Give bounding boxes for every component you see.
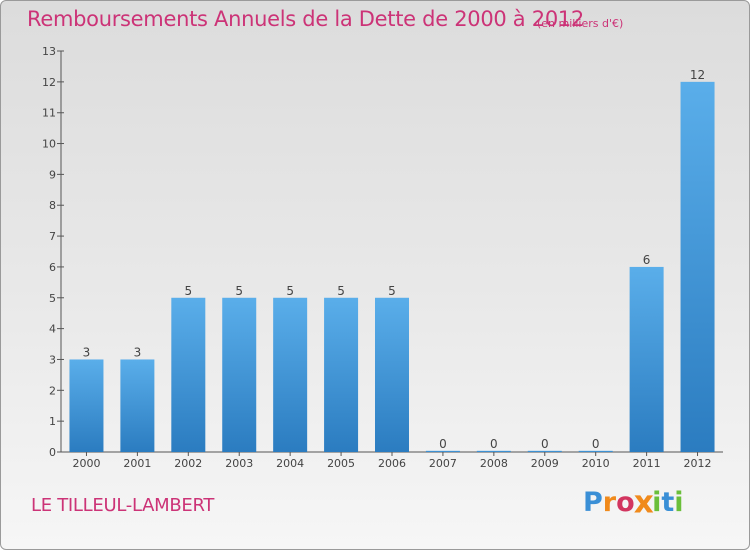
y-tick-label: 5 [49,292,56,305]
proxiti-logo[interactable]: Proxiti [583,484,684,521]
bar-value-label: 0 [541,437,549,451]
y-tick-label: 6 [49,261,56,274]
logo-letter: i [652,487,662,518]
x-tick-label: 2001 [123,457,151,470]
logo-letter: r [602,487,617,518]
bar-2012 [680,81,715,452]
bar-2003 [222,297,257,452]
logo-letter: i [674,487,684,518]
x-tick-label: 2009 [531,457,559,470]
bar-value-label: 5 [184,284,192,298]
x-tick-label: 2005 [327,457,355,470]
bar-2007 [425,450,460,452]
y-tick-label: 7 [49,230,56,243]
x-tick-label: 2010 [582,457,610,470]
x-tick-label: 2006 [378,457,406,470]
y-tick-label: 9 [49,168,56,181]
x-tick-label: 2002 [174,457,202,470]
bar-value-label: 3 [134,345,142,359]
bar-2008 [476,450,511,452]
bar-value-label: 12 [690,68,705,82]
bar-2001 [120,359,155,452]
x-tick-label: 2012 [684,457,712,470]
bar-2011 [629,266,664,452]
chart-subtitle: (en milliers d'€) [537,17,624,30]
bar-value-label: 0 [592,437,600,451]
bar-value-label: 0 [490,437,498,451]
logo-letter: o [616,487,635,518]
bar-2000 [69,359,104,452]
bar-2005 [324,297,359,452]
logo-letter: P [583,487,603,518]
x-tick-label: 2003 [225,457,253,470]
bar-2006 [375,297,409,452]
x-tick-label: 2004 [276,457,304,470]
chart-title: Remboursements Annuels de la Dette de 20… [27,7,584,31]
bar-2009 [527,450,562,452]
x-tick-label: 2007 [429,457,457,470]
bar-value-label: 5 [388,284,396,298]
x-tick-label: 2011 [633,457,661,470]
y-tick-label: 12 [42,76,56,89]
bar-value-label: 5 [286,284,294,298]
commune-name: LE TILLEUL-LAMBERT [31,495,215,516]
y-tick-label: 13 [42,45,56,58]
y-tick-label: 3 [49,353,56,366]
bar-2010 [578,450,613,452]
y-tick-label: 4 [49,323,56,336]
x-tick-label: 2008 [480,457,508,470]
bar-value-label: 5 [337,284,345,298]
y-tick-label: 10 [42,138,56,151]
bar-2004 [273,297,308,452]
y-tick-label: 2 [49,384,56,397]
x-tick-label: 2000 [72,457,100,470]
bar-2002 [171,297,206,452]
logo-letter: t [661,487,675,518]
y-tick-label: 11 [42,107,56,120]
bar-value-label: 3 [83,345,91,359]
bar-value-label: 6 [643,253,651,267]
y-tick-label: 8 [49,199,56,212]
y-tick-label: 1 [49,415,56,428]
bar-value-label: 5 [235,284,243,298]
bar-value-label: 0 [439,437,447,451]
logo-letter: x [633,484,654,521]
y-tick-label: 0 [49,446,56,459]
